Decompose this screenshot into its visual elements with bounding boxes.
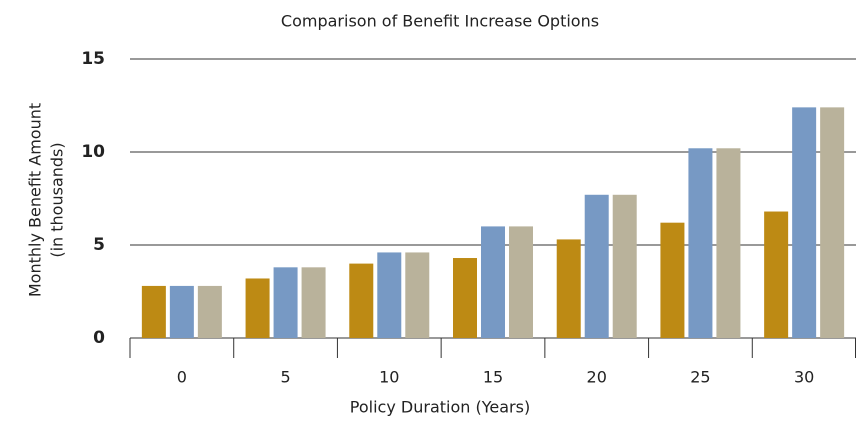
bar xyxy=(660,222,685,338)
y-axis-title: Monthly Benefit Amount xyxy=(26,103,45,297)
bar xyxy=(169,285,194,338)
bar xyxy=(716,148,741,338)
x-tick-label: 20 xyxy=(587,368,607,387)
x-tick-label: 25 xyxy=(690,368,710,387)
y-axis-title: (in thousands) xyxy=(48,142,67,257)
bar xyxy=(792,107,817,338)
y-tick-label: 0 xyxy=(93,328,105,348)
bar xyxy=(453,258,477,338)
bar xyxy=(584,194,609,338)
y-tick-label: 5 xyxy=(93,235,105,255)
bar xyxy=(509,226,533,338)
bar xyxy=(612,194,637,338)
x-tick-label: 5 xyxy=(280,368,290,387)
bar xyxy=(405,252,430,338)
bar xyxy=(301,267,326,338)
chart-title: Comparison of Benefit Increase Options xyxy=(281,12,599,31)
bar xyxy=(481,226,505,338)
y-tick-label: 10 xyxy=(81,142,105,162)
bar xyxy=(349,263,374,338)
x-tick-label: 15 xyxy=(483,368,503,387)
x-tick-label: 0 xyxy=(177,368,187,387)
bar xyxy=(556,239,581,338)
bar xyxy=(820,107,845,338)
x-tick-label: 30 xyxy=(794,368,814,387)
bar xyxy=(764,211,789,338)
bar xyxy=(273,267,298,338)
bar xyxy=(688,148,713,338)
bar xyxy=(141,285,166,338)
bar xyxy=(197,285,222,338)
y-tick-label: 15 xyxy=(81,49,105,69)
x-axis-title: Policy Duration (Years) xyxy=(350,398,530,417)
bar xyxy=(377,252,402,338)
bar xyxy=(245,278,270,338)
x-tick-label: 10 xyxy=(379,368,399,387)
